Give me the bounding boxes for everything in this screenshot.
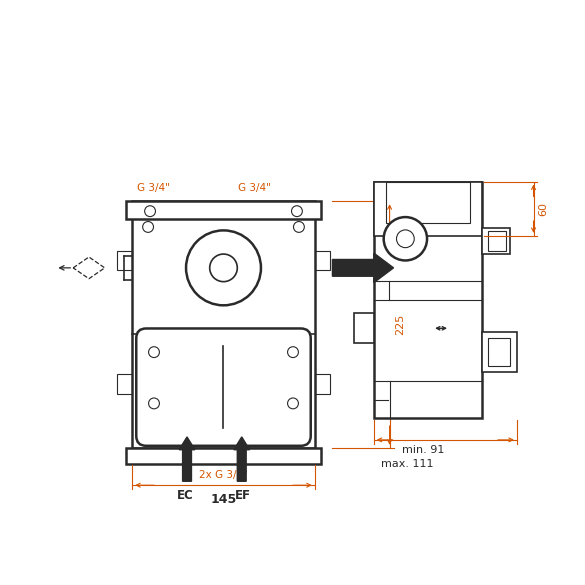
Bar (374, 181, 482, 236)
Text: G 3/4": G 3/4" (137, 184, 170, 194)
Circle shape (209, 254, 238, 281)
Bar (354, 314, 374, 343)
Text: 60: 60 (538, 202, 549, 216)
Bar (126, 448, 321, 463)
Circle shape (144, 206, 156, 216)
Circle shape (149, 398, 160, 409)
Circle shape (291, 206, 302, 216)
Circle shape (149, 347, 160, 357)
Circle shape (294, 222, 304, 232)
Bar (374, 181, 482, 418)
Circle shape (288, 398, 298, 409)
Text: EF: EF (235, 489, 251, 502)
Text: EC: EC (177, 489, 194, 502)
Bar (488, 338, 510, 366)
FancyArrow shape (179, 437, 195, 481)
Text: min. 91: min. 91 (402, 445, 445, 455)
Text: G 3/4": G 3/4" (238, 184, 271, 194)
Bar (132, 201, 315, 448)
Bar (488, 231, 506, 250)
Bar (482, 228, 510, 253)
Bar (315, 374, 331, 394)
Text: 225: 225 (395, 314, 405, 335)
Text: 145: 145 (211, 493, 236, 506)
Bar (315, 250, 331, 270)
Text: max. 111: max. 111 (381, 459, 433, 469)
FancyArrow shape (234, 437, 250, 481)
Circle shape (143, 222, 153, 232)
Bar (116, 250, 132, 270)
Bar (482, 332, 517, 371)
Circle shape (397, 230, 414, 247)
Circle shape (186, 230, 261, 305)
Bar (386, 181, 470, 223)
Circle shape (384, 217, 427, 260)
Bar (116, 374, 132, 394)
FancyArrow shape (332, 253, 394, 283)
Bar (126, 201, 321, 219)
Text: 2x G 3/4": 2x G 3/4" (199, 470, 248, 480)
FancyBboxPatch shape (136, 329, 311, 446)
Circle shape (288, 347, 298, 357)
